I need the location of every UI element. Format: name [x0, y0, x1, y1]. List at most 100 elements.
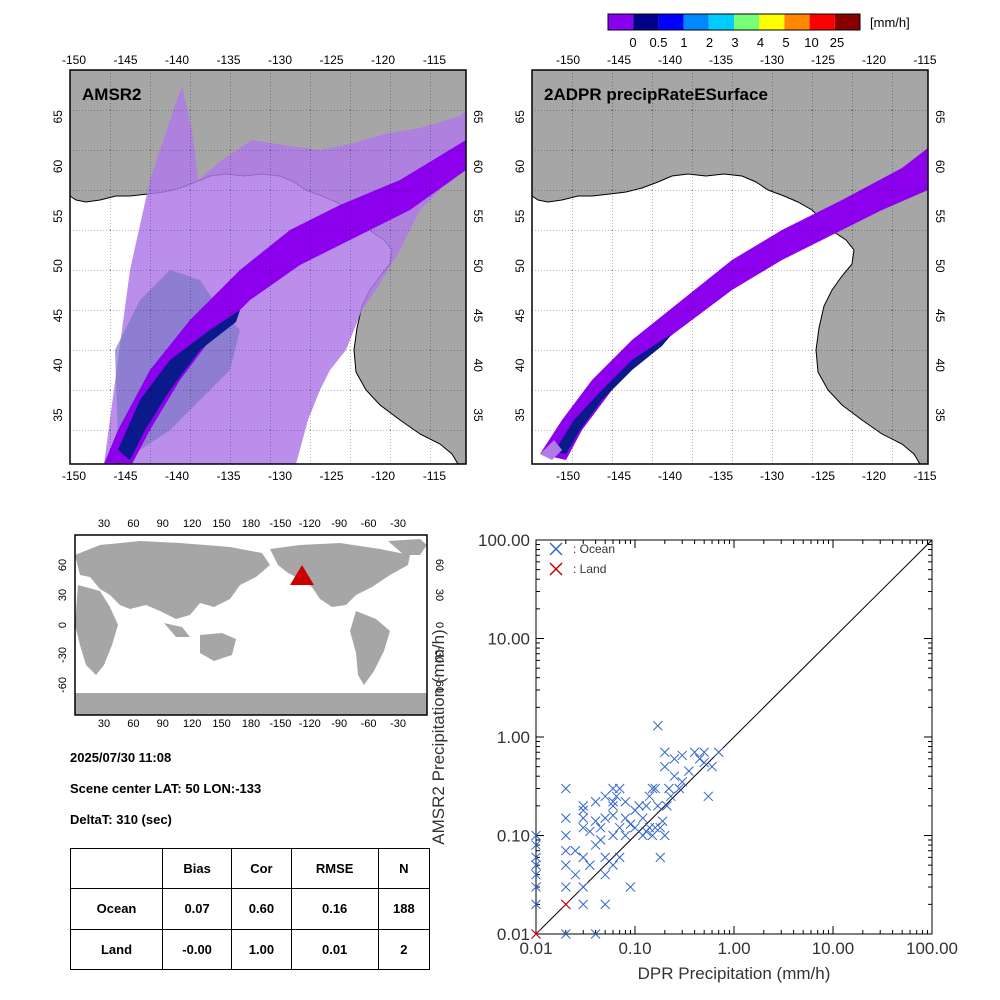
scatter-point-stroke	[531, 882, 541, 892]
scatter-point	[625, 882, 636, 892]
scatter-point-stroke	[560, 783, 571, 794]
scatter-point	[644, 791, 655, 802]
lon-tick-label: -115	[913, 53, 936, 67]
lon-tick-label: -150	[62, 469, 86, 483]
legend-marker	[549, 562, 563, 576]
colorbar-unit: [mm/h]	[870, 15, 910, 30]
scatter-point-stroke	[674, 783, 685, 794]
scatter-point	[625, 819, 636, 830]
world-lat-tick: 60	[57, 559, 69, 571]
scatter-point	[713, 747, 724, 758]
map-frame	[69, 69, 467, 465]
stats-table: Bias Cor RMSE N Ocean 0.07 0.60 0.16 188…	[69, 847, 431, 971]
scatter-points	[531, 720, 724, 939]
colorbar-label: 10	[804, 35, 818, 50]
lon-tick-label: -130	[760, 53, 784, 67]
scatter-point-stroke	[560, 929, 571, 939]
scatter-point-stroke	[585, 826, 595, 837]
stats-cell: 188	[377, 888, 431, 930]
x-axis-label: DPR Precipitation (mm/h)	[638, 964, 831, 983]
stats-header-cell	[69, 847, 164, 890]
lon-tick-label: -145	[113, 469, 137, 483]
scatter-point	[560, 813, 571, 824]
scatter-point-stroke	[659, 830, 670, 841]
scatter-point-stroke	[650, 783, 661, 794]
scatter-point	[634, 800, 644, 811]
scatter-point	[637, 813, 648, 824]
scatter-point-stroke	[608, 830, 618, 841]
colorbar-swatch	[708, 14, 734, 30]
scatter-point-stroke	[578, 822, 589, 833]
scatter-point	[578, 805, 589, 816]
world-map-frame	[74, 534, 428, 716]
scatter-point-stroke	[677, 777, 688, 787]
lat-tick-label: 55	[933, 210, 947, 224]
world-lon-tick: 30	[98, 518, 110, 530]
scatter-point-stroke	[659, 761, 670, 772]
lon-tick-label: -135	[709, 469, 733, 483]
scatter-point-stroke	[600, 852, 611, 863]
map-grid	[70, 70, 466, 464]
lon-tick-label: -140	[165, 53, 189, 67]
scatter-point-stroke	[531, 869, 541, 880]
lat-tick-label: 45	[513, 309, 527, 323]
lat-ticks: 35 35 40 40 45 45 50 50 55 55 60 60 65 65	[51, 110, 485, 422]
legend-label: : Ocean	[573, 542, 615, 556]
scatter-point	[664, 783, 674, 794]
lat-tick-label: 60	[51, 160, 65, 174]
scatter-plot: 0.01 0.10 1.00 10.00 100.00 0.01 0.10 1.00 10.00…	[429, 531, 958, 983]
world-map-ticks: 30 30 60 60 90 90 120 120 150 150 180 180 -150 -150 -1…	[57, 518, 445, 730]
scatter-point	[595, 835, 606, 845]
lat-tick-label: 45	[51, 309, 65, 323]
legend-label: : Land	[573, 562, 606, 576]
scatter-point	[669, 771, 680, 782]
y-tick-label: 100.00	[478, 531, 530, 550]
world-lon-tick: 90	[157, 518, 169, 530]
stats-cell: 0.01	[290, 928, 379, 971]
lat-tick-label: 65	[933, 110, 947, 124]
scatter-point	[608, 800, 618, 811]
lon-tick-label: -120	[371, 53, 395, 67]
scatter-point-stroke	[614, 783, 625, 794]
colorbar-label: 25	[830, 35, 844, 50]
dpr-map-panel: 2ADPR precipRateESurface -150 -150 -145 -14…	[513, 53, 947, 483]
world-lon-tick: 60	[127, 518, 139, 530]
scatter-point-stroke	[560, 882, 571, 892]
lon-tick-label: -115	[423, 53, 446, 67]
scatter-point-stroke	[625, 882, 636, 892]
x-tick-label: 1.00	[717, 939, 750, 958]
delta-time: DeltaT: 310 (sec)	[70, 812, 172, 827]
lon-tick-label: -120	[371, 469, 395, 483]
lon-tick-label: -145	[607, 469, 631, 483]
scatter-point-stroke	[595, 822, 606, 833]
stats-row-land: Land -0.00 1.00 0.01 2	[69, 928, 431, 971]
world-lat-tick: 0	[433, 622, 445, 628]
scatter-point	[531, 929, 541, 939]
lon-ticks: -150 -150 -145 -145 -140 -140 -135 -135 -130 -130…	[556, 53, 937, 483]
scatter-point	[699, 757, 710, 768]
scene-location-marker	[290, 565, 314, 585]
scatter-point	[595, 822, 606, 833]
scatter-point-stroke	[630, 822, 640, 833]
world-lon-tick: 150	[212, 718, 230, 730]
scatter-point	[650, 783, 661, 794]
lon-tick-label: -135	[709, 53, 733, 67]
lat-tick-label: 45	[471, 309, 485, 323]
world-lon-tick: 180	[242, 518, 260, 530]
scatter-point-stroke	[634, 800, 644, 811]
scatter-point	[600, 852, 611, 863]
scatter-point	[531, 852, 541, 863]
scatter-point	[590, 816, 601, 826]
scatter-point-stroke	[620, 813, 631, 824]
world-lon-tick: 150	[212, 518, 230, 530]
scatter-point-stroke	[590, 929, 601, 939]
scatter-point	[600, 869, 611, 880]
scatter-point-stroke	[608, 800, 618, 811]
world-lon-tick: 60	[127, 718, 139, 730]
scatter-point	[655, 822, 666, 833]
stats-header-cell: Bias	[162, 847, 233, 890]
legend-item: : Ocean	[549, 542, 615, 556]
scatter-point	[578, 899, 589, 910]
scatter-point-stroke	[608, 796, 618, 807]
scatter-point-stroke	[664, 783, 674, 794]
